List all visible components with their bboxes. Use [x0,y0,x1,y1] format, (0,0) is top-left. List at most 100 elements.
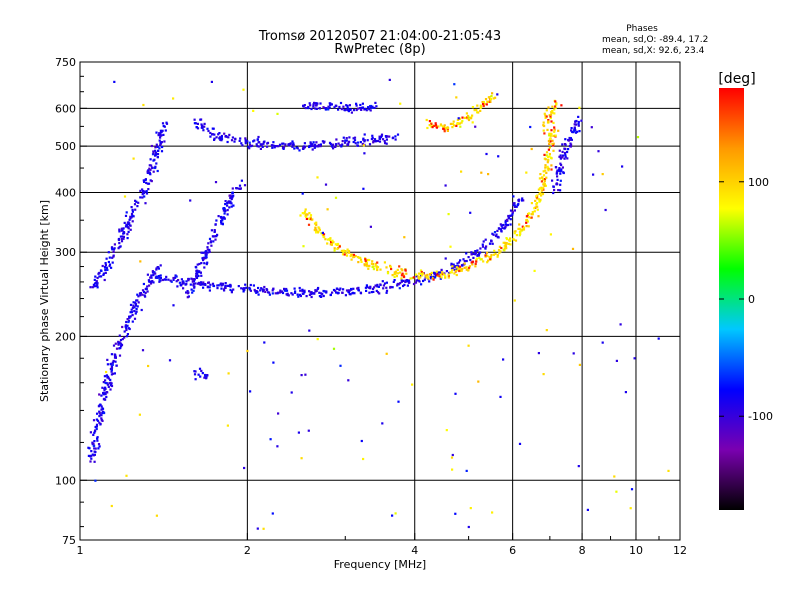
data-point [426,273,429,276]
x-tick-label: 10 [629,544,643,557]
data-point [495,233,498,236]
data-point [546,128,549,131]
data-point [308,293,311,296]
data-point [259,147,262,150]
data-point [110,504,113,508]
data-point [375,289,378,292]
data-point [197,274,200,278]
data-point [428,124,431,127]
data-point [382,284,385,287]
data-point [344,141,347,144]
data-point [91,441,94,444]
data-point [501,226,504,230]
data-point [430,125,433,128]
data-point [548,134,551,137]
data-point [505,242,508,245]
data-point [310,143,314,146]
data-point [353,139,357,142]
data-point [393,271,396,274]
data-point [156,266,159,269]
data-point [503,227,506,230]
data-point [444,257,447,260]
data-point [223,217,226,220]
data-point [568,136,571,140]
data-point [309,214,313,217]
data-point [525,215,528,218]
colorbar-tick-label: 100 [748,176,769,189]
data-point [99,413,102,416]
data-point [536,208,539,211]
data-point [484,238,487,241]
data-point [564,153,567,156]
data-point [465,252,468,255]
data-point [283,287,286,290]
data-point [101,264,104,268]
data-point [201,372,204,375]
data-point [124,325,127,328]
data-point [356,107,360,110]
data-point [530,147,533,151]
data-point [563,147,566,150]
data-point [302,147,305,150]
data-point [554,134,557,137]
colorbar-label: [deg] [718,71,755,87]
data-point [559,183,562,186]
data-point [513,299,516,302]
data-point [432,278,435,281]
data-point [110,266,113,269]
data-point [141,349,145,352]
data-point [257,293,260,296]
chart-title: Tromsø 20120507 21:04:00-21:05:43 [258,29,501,44]
data-point [564,138,567,141]
data-point [248,147,251,150]
data-point [570,138,573,141]
data-point [537,198,540,201]
data-point [486,261,489,264]
data-point [216,287,219,290]
data-point [521,225,524,228]
data-point [418,280,421,283]
data-point [332,288,336,292]
colorbar-tick-label: -100 [748,410,773,423]
data-point [376,283,379,286]
data-point [111,361,114,364]
data-point [193,285,196,288]
data-point [547,119,550,122]
data-point [299,294,302,298]
data-point [468,265,471,268]
data-point [336,243,339,246]
data-point [346,109,349,112]
data-point [347,142,350,145]
data-point [542,121,545,124]
data-point [111,256,114,259]
data-point [375,267,378,270]
data-point [228,206,231,209]
data-point [119,346,122,350]
data-point [92,283,95,286]
data-point [159,132,162,135]
data-point [335,143,338,146]
data-point [421,272,424,275]
data-point [222,288,226,291]
data-point [217,215,220,218]
data-point [144,178,147,181]
data-point [341,253,345,256]
data-point [192,289,195,292]
data-point [143,190,146,193]
data-point [126,237,129,240]
data-point [545,329,548,332]
data-point [489,258,492,261]
data-point [349,293,352,296]
data-point [374,139,377,143]
data-point [333,106,336,109]
data-point [256,138,259,141]
data-point [557,189,560,192]
data-point [224,209,227,212]
x-axis-label: Frequency [MHz] [334,558,426,571]
data-point [213,137,216,140]
data-point [196,270,199,273]
data-point [194,282,197,285]
data-point [94,479,97,482]
data-point [468,116,471,119]
data-point [279,289,282,292]
